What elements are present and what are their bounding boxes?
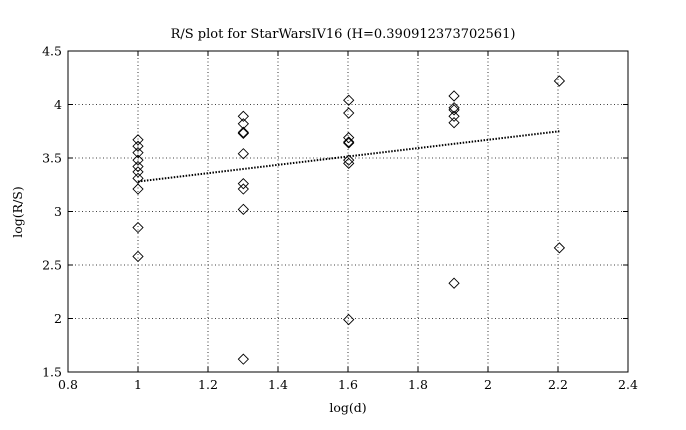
x-tick-label: 0.8 bbox=[58, 377, 78, 392]
data-point-diamond bbox=[448, 277, 460, 289]
data-point-diamond bbox=[237, 353, 249, 365]
data-point-diamond bbox=[132, 172, 144, 184]
chart-title: R/S plot for StarWarsIV16 (H=0.390912373… bbox=[171, 27, 516, 42]
data-point-diamond bbox=[343, 107, 355, 119]
y-tick-label: 3.5 bbox=[42, 151, 62, 166]
y-tick-label: 3 bbox=[54, 204, 62, 219]
tick-layer: 0.8 1 1.2 1.4 1.6 1.8 2 2.2 2.4 1.5 2 2.5 3 3.5 4 4.5 bbox=[42, 44, 638, 393]
data-point-diamond bbox=[132, 183, 144, 195]
data-point-diamond bbox=[343, 94, 355, 106]
data-point-diamond bbox=[237, 110, 249, 122]
data-point-diamond bbox=[132, 221, 144, 234]
data-point-diamond bbox=[343, 313, 355, 326]
data-point-diamond bbox=[237, 126, 249, 138]
data-point-diamond bbox=[132, 134, 144, 146]
data-point-diamond bbox=[237, 148, 249, 160]
data-point-diamond bbox=[132, 147, 144, 159]
data-point-diamond bbox=[343, 132, 355, 144]
x-tick-label: 1.8 bbox=[408, 377, 428, 392]
x-tick-label: 2 bbox=[484, 377, 492, 392]
data-point-diamond bbox=[237, 183, 249, 195]
x-tick-label: 2.2 bbox=[548, 377, 568, 392]
x-tick-label: 1.4 bbox=[268, 377, 288, 392]
y-tick-label: 4.5 bbox=[42, 44, 62, 59]
y-tick-label: 4 bbox=[54, 97, 62, 112]
y-tick-label: 1.5 bbox=[42, 365, 62, 380]
data-layer bbox=[132, 75, 566, 365]
x-tick-label: 1.6 bbox=[338, 377, 358, 392]
data-point-diamond bbox=[237, 203, 249, 215]
data-point-diamond bbox=[448, 90, 460, 102]
data-point-diamond bbox=[343, 136, 355, 148]
data-point-diamond bbox=[132, 166, 144, 178]
x-tick-label: 1.2 bbox=[198, 377, 218, 392]
y-axis-label: log(R/S) bbox=[10, 186, 25, 237]
data-point-diamond bbox=[132, 154, 144, 166]
x-axis-label: log(d) bbox=[329, 400, 366, 415]
y-tick-label: 2.5 bbox=[42, 258, 62, 273]
data-point-diamond bbox=[553, 75, 566, 87]
data-point-diamond bbox=[343, 137, 355, 149]
y-tick-label: 2 bbox=[54, 311, 62, 326]
x-tick-label: 1 bbox=[134, 377, 142, 392]
data-point-diamond bbox=[448, 117, 460, 129]
data-point-diamond bbox=[343, 157, 355, 169]
data-point-diamond bbox=[448, 104, 460, 116]
data-point-diamond bbox=[448, 102, 460, 114]
data-point-diamond bbox=[132, 140, 144, 152]
data-point-diamond bbox=[343, 154, 355, 166]
data-point-diamond bbox=[448, 110, 460, 122]
data-point-diamond bbox=[553, 242, 566, 254]
data-point-diamond bbox=[237, 178, 249, 190]
x-tick-label: 2.4 bbox=[618, 377, 638, 392]
data-point-diamond bbox=[132, 250, 144, 263]
data-point-diamond bbox=[237, 127, 249, 140]
data-point-diamond bbox=[132, 160, 144, 173]
